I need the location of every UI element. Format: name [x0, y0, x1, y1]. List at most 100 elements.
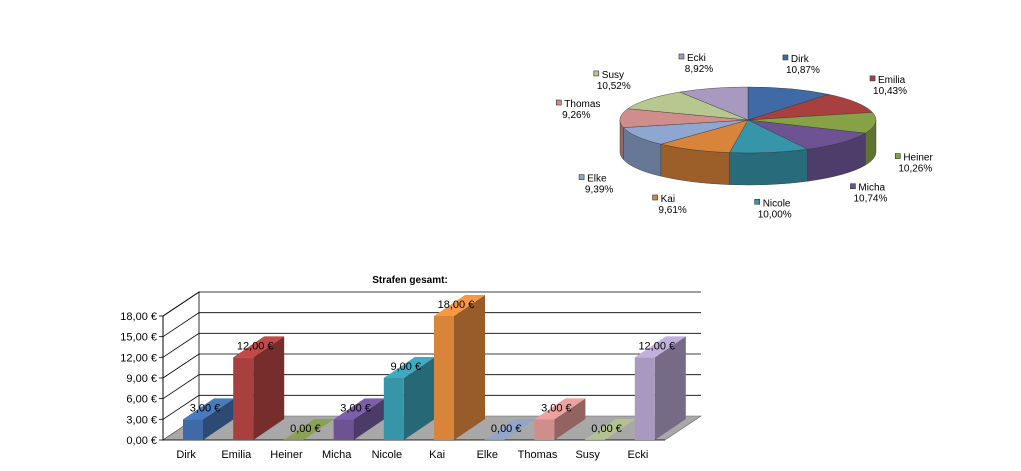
- bar-top: [634, 336, 686, 358]
- gridline: [162, 291, 701, 317]
- pie-label-percent: 10,87%: [786, 65, 820, 76]
- bar-value-label: 3,00 €: [541, 402, 572, 414]
- bar-front: [383, 378, 404, 440]
- bar-ecki: 12,00 €: [634, 336, 686, 440]
- pie-label-percent: 9,39%: [585, 185, 613, 196]
- gridline: [162, 332, 701, 358]
- y-tick-label: 15,00 €: [120, 332, 157, 344]
- x-tick-label: Nicole: [372, 449, 403, 461]
- pie-slice-ecki: [679, 86, 749, 121]
- bar-value-label: 12,00 €: [638, 340, 675, 352]
- pie-label-percent: 9,61%: [658, 205, 686, 216]
- pie-label-percent: 10,00%: [758, 209, 792, 220]
- bar-dirk: 3,00 €: [183, 398, 234, 440]
- x-tick-label: Kai: [429, 449, 445, 461]
- bar-side: [203, 398, 234, 440]
- y-tick-label: 9,00 €: [126, 373, 157, 385]
- pie-label-percent: 10,26%: [898, 164, 932, 175]
- bar-chart-title: Strafen gesamt:: [372, 275, 448, 286]
- bar-top: [333, 398, 385, 420]
- bar-value-label: 0,00 €: [491, 423, 522, 435]
- pie-label-percent: 10,74%: [853, 194, 887, 205]
- pie-label-name: Ecki: [687, 53, 706, 64]
- bar-side: [654, 336, 686, 440]
- bar-front: [333, 419, 354, 440]
- pie-label-name: Susy: [602, 70, 624, 81]
- bar-side: [554, 398, 586, 440]
- bar-top: [534, 398, 586, 420]
- bar-front: [434, 316, 454, 440]
- pie-slice-susy: [627, 91, 749, 121]
- bar-susy: 0,00 €: [584, 419, 636, 440]
- y-tick-label: 3,00 €: [126, 414, 157, 426]
- pie-legend-marker: [578, 174, 585, 180]
- pie-legend-marker: [593, 70, 600, 77]
- pie-legend-marker: [678, 53, 685, 60]
- pie-chart: Dirk10,87%Emilia10,43%Heiner10,26%Micha1…: [555, 53, 933, 220]
- bar-value-label: 0,00 €: [591, 423, 622, 435]
- bar-front: [634, 357, 655, 440]
- pie-label-percent: 10,52%: [597, 81, 631, 92]
- bar-top: [434, 295, 485, 316]
- pie-legend-marker: [555, 99, 562, 106]
- bar-elke: 0,00 €: [484, 419, 536, 440]
- pie-slice-emilia: [747, 94, 873, 121]
- x-tick-label: Elke: [477, 449, 498, 461]
- bar-value-label: 3,00 €: [190, 402, 221, 414]
- pie-legend-marker: [782, 54, 789, 61]
- bar-value-label: 12,00 €: [237, 340, 274, 352]
- bar-value-label: 18,00 €: [438, 299, 475, 311]
- gridline: [162, 312, 701, 337]
- pie-label-name: Dirk: [791, 54, 810, 65]
- pie-label-name: Kai: [661, 194, 675, 205]
- pie-legend-marker: [850, 183, 856, 190]
- bar-emilia: 12,00 €: [233, 336, 285, 440]
- pie-legend-marker: [652, 194, 658, 201]
- y-tick-label: 6,00 €: [126, 394, 157, 406]
- y-tick-label: 18,00 €: [120, 311, 157, 323]
- x-tick-label: Emilia: [221, 449, 252, 461]
- bar-top: [383, 357, 435, 378]
- pie-label-name: Emilia: [878, 75, 906, 86]
- bar-side: [353, 398, 385, 440]
- x-tick-label: Heiner: [270, 449, 303, 461]
- x-tick-label: Dirk: [176, 449, 196, 461]
- pie-legend-marker: [895, 153, 901, 159]
- pie-legend-marker: [869, 75, 876, 82]
- bar-heiner: 0,00 €: [283, 419, 335, 440]
- gridline: [162, 374, 701, 399]
- gridline: [162, 353, 701, 379]
- bar-thomas: 3,00 €: [534, 398, 586, 440]
- pie-label-name: Heiner: [903, 153, 933, 164]
- pie-label-name: Thomas: [564, 99, 600, 110]
- bar-side: [454, 295, 485, 440]
- pie-side-nicole: [729, 148, 808, 186]
- pie-label-name: Nicole: [763, 198, 791, 209]
- bar-flat: [484, 419, 536, 440]
- pie-label-percent: 9,26%: [562, 110, 590, 121]
- bar-kai: 18,00 €: [434, 295, 485, 440]
- gridline: [162, 394, 701, 420]
- bar-side: [253, 336, 285, 440]
- bar-value-label: 3,00 €: [340, 402, 371, 414]
- bar-chart: Strafen gesamt: 0,00 € 3,00 € 6,00 € 9,00 €…: [120, 275, 702, 461]
- pie-slice-kai: [660, 119, 749, 153]
- bar-value-label: 9,00 €: [391, 361, 422, 373]
- bar-top: [183, 398, 234, 420]
- bar-value-label: 0,00 €: [290, 423, 321, 435]
- bar-front: [183, 419, 203, 440]
- pie-slice-heiner: [747, 112, 877, 134]
- pie-label-name: Elke: [587, 174, 607, 185]
- pie-label-percent: 8,92%: [685, 64, 713, 75]
- x-tick-label: Micha: [322, 449, 352, 461]
- x-tick-label: Susy: [575, 449, 600, 461]
